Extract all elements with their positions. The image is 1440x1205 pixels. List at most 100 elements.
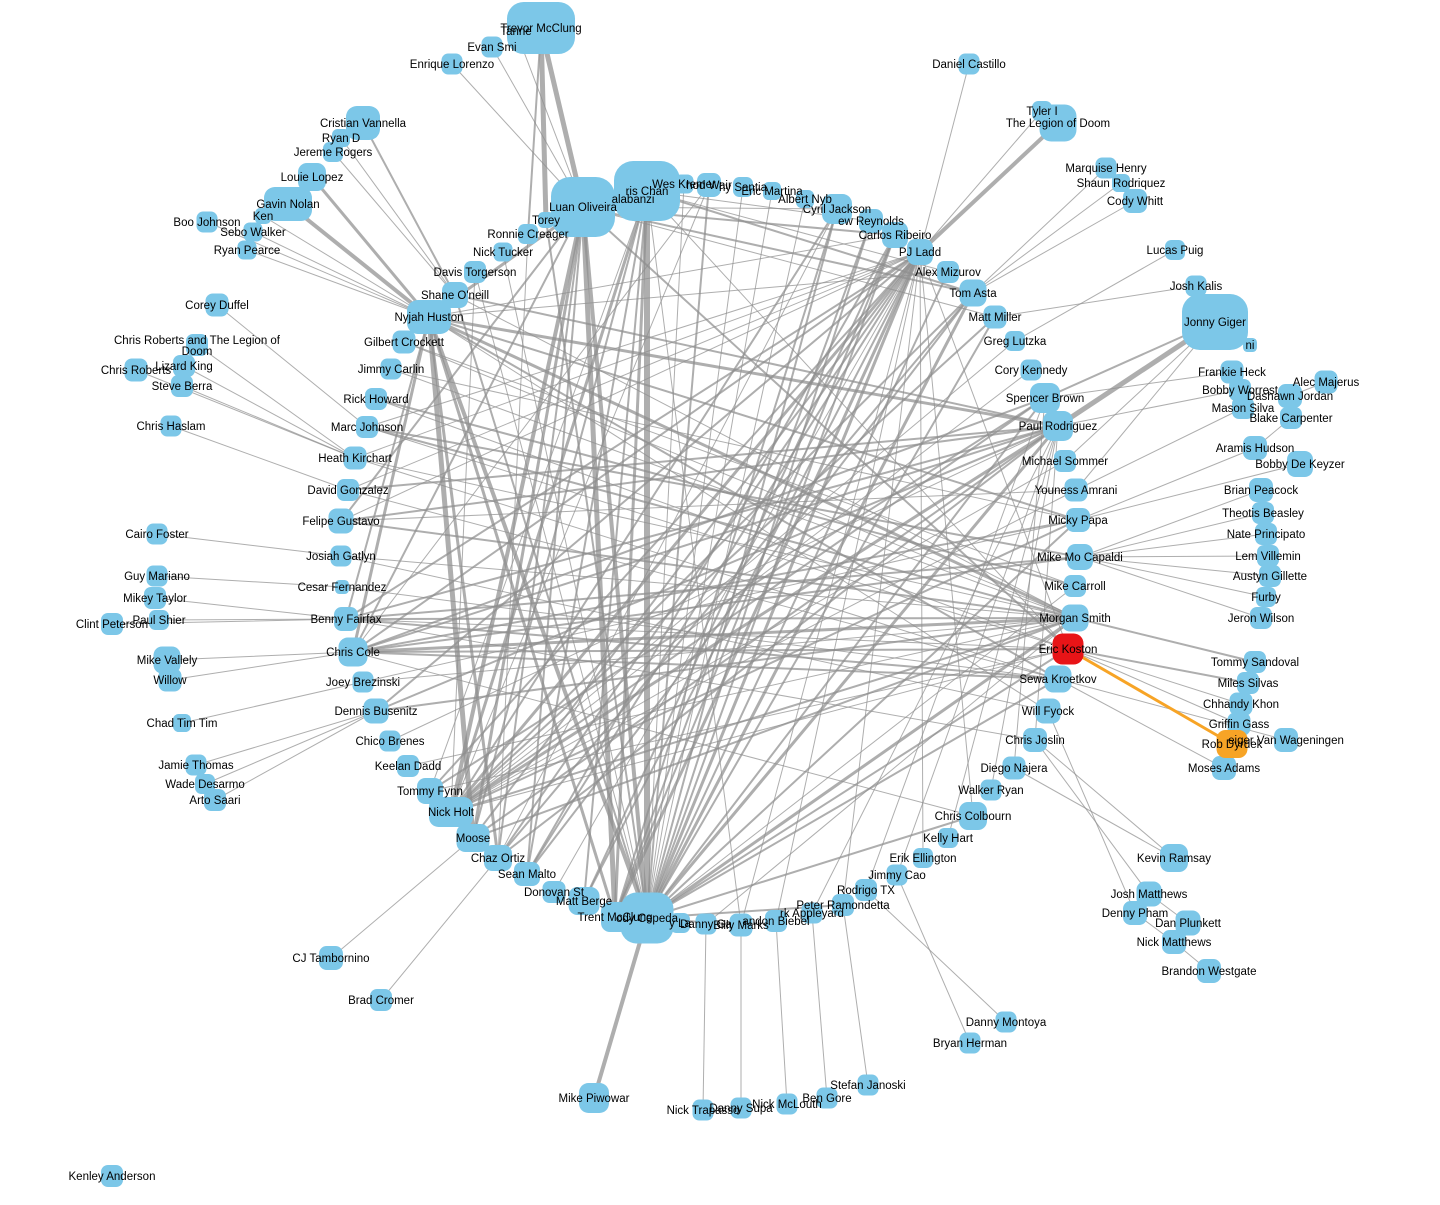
node-benny-fairfax[interactable] bbox=[334, 607, 358, 631]
node-chris-colbourn[interactable] bbox=[959, 802, 987, 830]
node-paul-shier[interactable] bbox=[149, 610, 169, 630]
node-paul-rodriguez[interactable] bbox=[1043, 411, 1073, 441]
node-nick-holt[interactable] bbox=[429, 797, 473, 827]
node-rob-dyrdek[interactable] bbox=[1216, 730, 1248, 758]
node-billy-marks[interactable] bbox=[729, 913, 753, 937]
node-brad-cromer[interactable] bbox=[370, 989, 392, 1011]
node-sewa-kroetkov[interactable] bbox=[1044, 665, 1072, 693]
node-eric-koston[interactable] bbox=[1052, 633, 1084, 665]
node-nick-matthews[interactable] bbox=[1162, 930, 1186, 954]
node-nick-trapasso[interactable] bbox=[692, 1099, 714, 1121]
node-kenley-anderson[interactable] bbox=[101, 1165, 123, 1187]
node-rodrigo-tx[interactable] bbox=[855, 879, 877, 901]
node-bryan-herman[interactable] bbox=[959, 1032, 981, 1054]
node-chico-brenes[interactable] bbox=[379, 730, 401, 752]
node-chris-cole[interactable] bbox=[338, 637, 368, 667]
node-lucas-puig[interactable] bbox=[1165, 240, 1185, 260]
node-kevin-ramsay[interactable] bbox=[1160, 844, 1188, 872]
node-evan-smith[interactable] bbox=[481, 36, 503, 58]
node-josiah-gatlyn[interactable] bbox=[330, 545, 352, 567]
node-andrew-reynolds[interactable] bbox=[859, 209, 883, 233]
node-moose[interactable] bbox=[456, 824, 490, 852]
node-danny-montoya[interactable] bbox=[995, 1011, 1017, 1033]
node-joey-brezinski[interactable] bbox=[352, 671, 374, 693]
node-frankie-heck[interactable] bbox=[1220, 360, 1244, 384]
node-manny-santiago[interactable] bbox=[733, 177, 753, 197]
node-chaz-ortiz[interactable] bbox=[484, 845, 512, 871]
node-arto-saari[interactable] bbox=[204, 789, 226, 811]
node-kelly-hart[interactable] bbox=[938, 828, 958, 848]
node-guy-mariano[interactable] bbox=[146, 565, 168, 587]
node-pj-ladd[interactable] bbox=[907, 239, 933, 265]
node-furby[interactable] bbox=[1256, 587, 1276, 607]
node-denny-pham[interactable] bbox=[1123, 901, 1147, 925]
node-theotis-beasley[interactable] bbox=[1252, 502, 1274, 524]
node-jamie-thomas[interactable] bbox=[185, 754, 207, 776]
node-marquise-henry[interactable] bbox=[1095, 157, 1117, 179]
node-lizard-king[interactable] bbox=[173, 355, 195, 377]
node-austyn-gillette[interactable] bbox=[1259, 565, 1281, 587]
node-heath-kirchart[interactable] bbox=[343, 446, 367, 470]
node-gilbert-crockett[interactable] bbox=[392, 330, 416, 354]
node-chhandy-khon[interactable] bbox=[1229, 692, 1253, 716]
node-chris-joslin[interactable] bbox=[1023, 728, 1047, 752]
node-dan-plunkett[interactable] bbox=[1175, 910, 1201, 936]
node-cody-whitt[interactable] bbox=[1123, 189, 1147, 213]
node-luan-oliveira[interactable] bbox=[551, 177, 615, 237]
node-danny-supa[interactable] bbox=[730, 1097, 752, 1119]
node-erik-ellington[interactable] bbox=[913, 848, 933, 868]
node-morgan-smith[interactable] bbox=[1061, 604, 1089, 632]
node-bobby-worrest[interactable] bbox=[1229, 379, 1251, 401]
node-josh-matthews[interactable] bbox=[1136, 881, 1162, 907]
node-keelan-dadd[interactable] bbox=[397, 755, 419, 777]
node-jeron-wilson[interactable] bbox=[1250, 607, 1272, 629]
node-nick-mclouth[interactable] bbox=[776, 1093, 798, 1115]
node-shane-oneill[interactable] bbox=[442, 282, 468, 308]
node-blake-carpenter[interactable] bbox=[1280, 407, 1302, 429]
node-nick-tucker[interactable] bbox=[493, 242, 513, 262]
node-sean-malto[interactable] bbox=[514, 862, 540, 886]
node-steve-berra[interactable] bbox=[171, 375, 193, 397]
node-clint-peterson[interactable] bbox=[101, 613, 123, 635]
node-tom-asta[interactable] bbox=[959, 279, 987, 307]
node-shaun-rodriquez[interactable] bbox=[1112, 174, 1130, 192]
node-ishod-wair[interactable] bbox=[697, 173, 721, 197]
node-mike-mo-capaldi[interactable] bbox=[1067, 544, 1093, 570]
node-ben-gore[interactable] bbox=[816, 1087, 838, 1109]
node-mike-vallely[interactable] bbox=[153, 646, 181, 674]
node-cj-tambornino[interactable] bbox=[319, 946, 343, 970]
node-mikey-taylor[interactable] bbox=[144, 587, 166, 609]
node-chris-roberts[interactable] bbox=[124, 358, 148, 382]
node-ryan-pearce[interactable] bbox=[237, 240, 257, 260]
node-aramis-hudson[interactable] bbox=[1243, 436, 1267, 460]
node-moses-adams[interactable] bbox=[1212, 756, 1236, 780]
node-chris-haslam[interactable] bbox=[160, 415, 182, 437]
node-diego-najera[interactable] bbox=[1002, 756, 1026, 780]
node-david-gonzalez[interactable] bbox=[337, 479, 359, 501]
node-ni[interactable] bbox=[1243, 338, 1257, 352]
node-brandon-westgate[interactable] bbox=[1197, 959, 1221, 983]
node-rick-howard[interactable] bbox=[365, 388, 387, 410]
node-corey-duffel[interactable] bbox=[205, 293, 229, 317]
node-boo-johnson[interactable] bbox=[196, 211, 218, 233]
node-cristian-vannella[interactable] bbox=[346, 106, 380, 140]
node-brandon-biebel[interactable] bbox=[765, 910, 787, 932]
node-spencer-brown[interactable] bbox=[1030, 383, 1060, 413]
node-youness-amrani[interactable] bbox=[1064, 478, 1088, 502]
node-mike-carroll[interactable] bbox=[1064, 575, 1086, 597]
node-mark-appleyard[interactable] bbox=[801, 902, 823, 924]
node-y-la[interactable] bbox=[670, 913, 690, 933]
node-carlos-ribeiro[interactable] bbox=[882, 222, 908, 248]
node-ronnie-creager[interactable] bbox=[518, 224, 538, 244]
node-donovan-strain[interactable] bbox=[542, 881, 566, 903]
node-louie-lopez[interactable] bbox=[298, 163, 326, 191]
node-gavin-nolan[interactable] bbox=[264, 187, 312, 221]
node-josh-kalis[interactable] bbox=[1185, 275, 1207, 297]
node-micky-papa[interactable] bbox=[1066, 508, 1090, 532]
node-davis-torgerson[interactable] bbox=[464, 261, 486, 283]
node-eric-martina[interactable] bbox=[763, 182, 781, 200]
node-van-wageningen[interactable] bbox=[1274, 728, 1298, 752]
node-felipe-gustavo[interactable] bbox=[328, 508, 354, 534]
node-trent-mcclung[interactable] bbox=[601, 902, 629, 932]
node-jereme-rogers[interactable] bbox=[323, 142, 343, 162]
